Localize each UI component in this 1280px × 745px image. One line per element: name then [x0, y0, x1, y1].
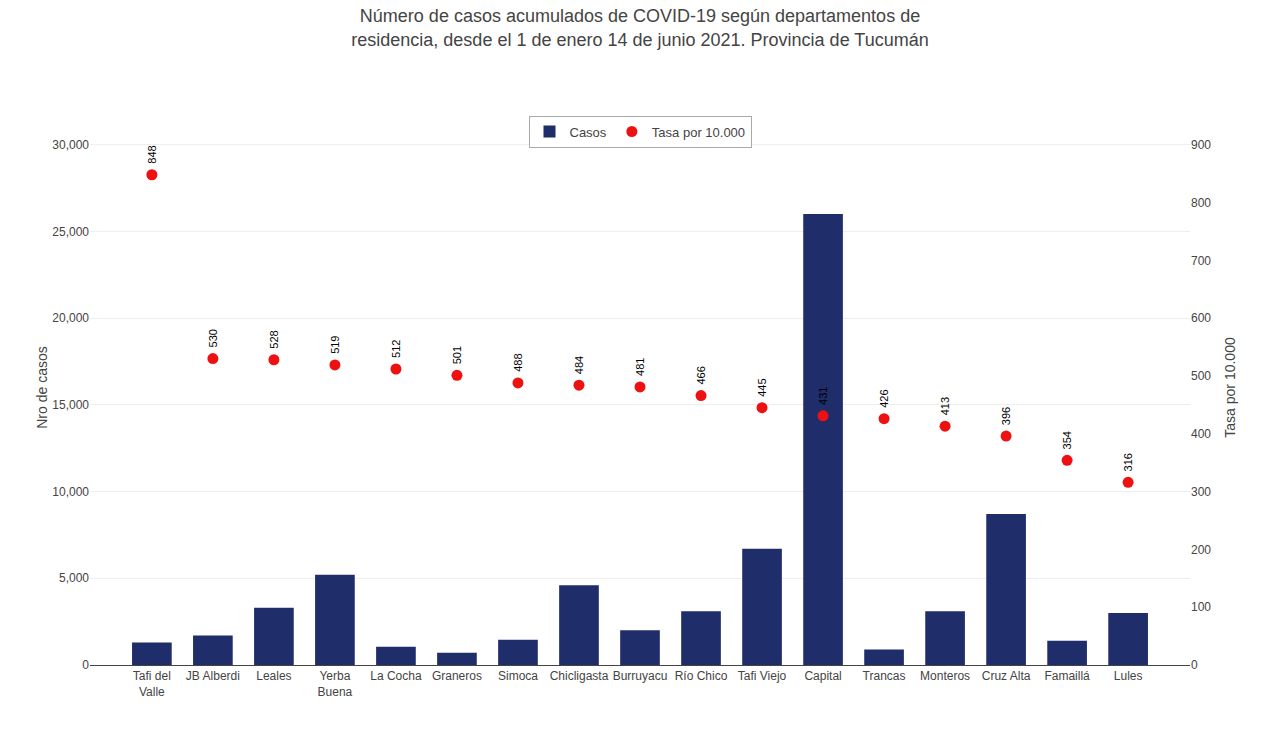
svg-text:848: 848	[146, 145, 158, 163]
svg-text:Monteros: Monteros	[920, 669, 970, 683]
svg-text:0: 0	[1191, 658, 1198, 672]
svg-text:YerbaBuena: YerbaBuena	[318, 669, 353, 699]
svg-text:400: 400	[1191, 427, 1211, 441]
svg-text:5,000: 5,000	[59, 571, 89, 585]
svg-text:700: 700	[1191, 254, 1211, 268]
svg-text:Nro de casos: Nro de casos	[34, 346, 50, 428]
svg-text:512: 512	[390, 340, 402, 358]
svg-text:Casos: Casos	[570, 125, 607, 140]
svg-text:Tasa por 10.000: Tasa por 10.000	[1222, 337, 1238, 438]
svg-text:Río Chico: Río Chico	[675, 669, 728, 683]
svg-text:100: 100	[1191, 600, 1211, 614]
svg-text:Burruyacu: Burruyacu	[613, 669, 668, 683]
svg-text:La Cocha: La Cocha	[370, 669, 422, 683]
svg-text:900: 900	[1191, 138, 1211, 152]
svg-text:Capital: Capital	[804, 669, 841, 683]
svg-text:484: 484	[573, 356, 585, 374]
svg-text:481: 481	[634, 358, 646, 376]
svg-text:0: 0	[82, 658, 89, 672]
svg-text:316: 316	[1122, 453, 1134, 471]
svg-text:Simoca: Simoca	[498, 669, 538, 683]
svg-text:519: 519	[329, 336, 341, 354]
svg-text:Chicligasta: Chicligasta	[550, 669, 609, 683]
svg-text:500: 500	[1191, 369, 1211, 383]
svg-text:10,000: 10,000	[52, 485, 89, 499]
svg-text:445: 445	[756, 378, 768, 396]
svg-text:Cruz Alta: Cruz Alta	[982, 669, 1031, 683]
svg-text:413: 413	[939, 397, 951, 415]
svg-text:530: 530	[207, 329, 219, 347]
svg-text:Tafi Viejo: Tafi Viejo	[738, 669, 787, 683]
svg-text:300: 300	[1191, 485, 1211, 499]
svg-text:488: 488	[512, 353, 524, 371]
svg-text:JB Alberdi: JB Alberdi	[186, 669, 240, 683]
svg-text:Número de casos acumulados de: Número de casos acumulados de COVID-19 s…	[351, 6, 928, 49]
svg-text:600: 600	[1191, 311, 1211, 325]
svg-text:354: 354	[1061, 431, 1073, 449]
svg-text:30,000: 30,000	[52, 138, 89, 152]
svg-text:800: 800	[1191, 196, 1211, 210]
svg-text:Leales: Leales	[256, 669, 291, 683]
svg-text:528: 528	[268, 330, 280, 348]
svg-text:Tafi delValle: Tafi delValle	[133, 669, 171, 699]
svg-text:396: 396	[1000, 407, 1012, 425]
svg-text:15,000: 15,000	[52, 398, 89, 412]
svg-text:200: 200	[1191, 543, 1211, 557]
svg-text:Famaillá: Famaillá	[1044, 669, 1090, 683]
svg-text:Lules: Lules	[1114, 669, 1143, 683]
svg-text:20,000: 20,000	[52, 311, 89, 325]
svg-text:501: 501	[451, 346, 463, 364]
svg-text:Tasa por 10.000: Tasa por 10.000	[652, 125, 745, 140]
svg-text:Trancas: Trancas	[863, 669, 906, 683]
svg-text:431: 431	[817, 387, 829, 405]
svg-text:Graneros: Graneros	[432, 669, 482, 683]
svg-text:426: 426	[878, 389, 890, 407]
svg-text:466: 466	[695, 366, 707, 384]
svg-text:25,000: 25,000	[52, 225, 89, 239]
